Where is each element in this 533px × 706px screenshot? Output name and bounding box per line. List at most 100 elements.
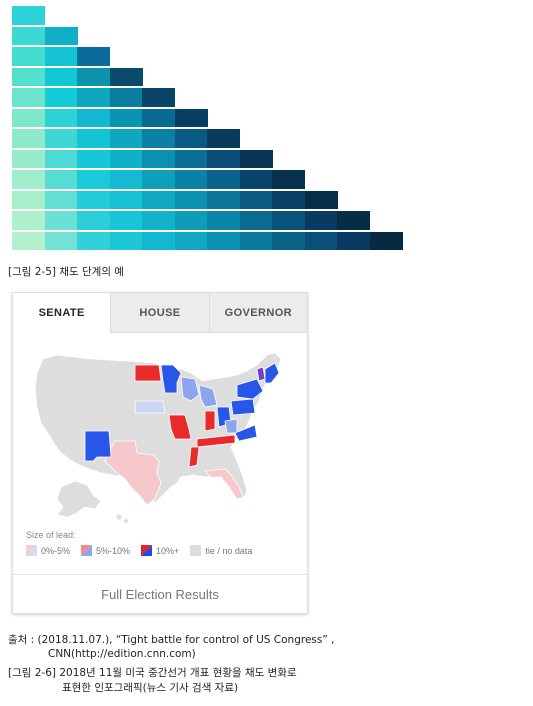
legend-swatch-0-5 <box>26 545 37 556</box>
state-north-dakota <box>134 364 162 382</box>
palette-swatch <box>174 231 208 250</box>
palette-swatch <box>337 211 370 230</box>
source-line-1: 출처 : (2018.11.07.), “Tight battle for co… <box>8 634 335 646</box>
state-new-england <box>264 362 280 384</box>
tab-house[interactable]: HOUSE <box>110 293 209 333</box>
palette-swatch <box>44 47 78 66</box>
palette-swatch <box>207 190 240 209</box>
figure-caption-2-6-line-1: [그림 2-6] 2018년 11월 미국 중간선거 개표 현황을 채도 변화로 <box>8 667 297 679</box>
palette-swatch <box>174 211 208 230</box>
palette-swatch <box>12 190 45 209</box>
palette-swatch <box>12 211 45 230</box>
legend-swatch-10-plus <box>141 545 153 556</box>
figure-caption-2-5: [그림 2-5] 채도 단계의 예 <box>8 266 124 278</box>
palette-swatch <box>272 211 305 230</box>
palette-swatch <box>77 211 110 230</box>
source-line-2: CNN(http://edition.cnn.com) <box>48 648 196 660</box>
palette-swatch <box>369 231 403 250</box>
palette-swatch <box>12 149 45 168</box>
palette-swatch <box>77 231 110 250</box>
palette-swatch <box>44 129 78 148</box>
election-results-card: SENATE HOUSE GOVERNOR <box>12 292 308 614</box>
palette-swatch <box>44 108 78 127</box>
palette-swatch <box>12 88 45 107</box>
palette-swatch <box>77 190 110 209</box>
state-minnesota <box>160 364 182 394</box>
palette-swatch <box>239 149 273 168</box>
palette-swatch <box>142 231 175 250</box>
us-senate-map[interactable] <box>31 349 293 527</box>
tab-senate[interactable]: SENATE <box>13 293 111 333</box>
state-missouri <box>168 414 192 440</box>
legend-title: Size of lead: <box>26 530 76 540</box>
state-nebraska <box>134 400 166 414</box>
palette-swatch <box>337 231 370 250</box>
palette-swatch <box>109 190 143 209</box>
palette-swatch <box>142 190 175 209</box>
tab-governor[interactable]: GOVERNOR <box>208 293 307 333</box>
legend-label-tie: tie / no data <box>205 545 253 556</box>
palette-swatch <box>142 129 175 148</box>
palette-swatch <box>142 211 175 230</box>
palette-swatch <box>304 211 338 230</box>
palette-swatch <box>12 129 45 148</box>
legend-swatch-tie <box>190 545 202 556</box>
palette-swatch <box>44 170 78 189</box>
state-virginia <box>234 424 258 442</box>
state-tennessee <box>196 434 236 448</box>
palette-swatch <box>174 190 208 209</box>
palette-swatch <box>239 231 273 250</box>
palette-swatch <box>142 170 175 189</box>
palette-swatch <box>12 26 45 45</box>
palette-swatch <box>44 67 78 86</box>
palette-swatch <box>272 231 305 250</box>
state-west-virginia <box>224 418 238 434</box>
palette-swatch <box>109 129 143 148</box>
palette-swatch <box>44 231 78 250</box>
palette-swatch <box>109 88 143 107</box>
full-election-results-link[interactable]: Full Election Results <box>101 586 219 602</box>
palette-swatch <box>207 170 240 189</box>
state-indiana <box>204 410 216 432</box>
palette-swatch <box>109 231 143 250</box>
palette-swatch <box>12 231 45 250</box>
legend-label-5-10: 5%-10% <box>96 545 131 556</box>
palette-swatch <box>207 211 240 230</box>
alaska-shape <box>56 480 102 518</box>
palette-swatch <box>12 47 45 66</box>
palette-swatch <box>44 149 78 168</box>
palette-swatch <box>44 26 78 45</box>
palette-swatch <box>77 47 110 66</box>
palette-swatch <box>207 149 240 168</box>
palette-swatch <box>142 88 175 107</box>
state-pennsylvania <box>230 398 256 416</box>
palette-swatch <box>142 149 175 168</box>
palette-swatch <box>207 231 240 250</box>
palette-swatch <box>272 170 305 189</box>
palette-swatch <box>109 170 143 189</box>
legend-item-0-5: 0%-5% <box>26 545 70 556</box>
palette-swatch <box>109 108 143 127</box>
palette-swatch <box>239 211 273 230</box>
state-wisconsin <box>180 376 200 402</box>
palette-swatch <box>12 67 45 86</box>
state-michigan <box>198 384 218 408</box>
state-new-mexico <box>84 430 112 462</box>
palette-swatch <box>77 108 110 127</box>
palette-swatch <box>77 170 110 189</box>
palette-swatch <box>12 6 45 25</box>
state-texas <box>104 440 162 506</box>
palette-swatch <box>77 88 110 107</box>
legend-label-10-plus: 10%+ <box>156 545 180 556</box>
palette-swatch <box>12 170 45 189</box>
result-tabs: SENATE HOUSE GOVERNOR <box>13 293 307 333</box>
palette-swatch <box>174 170 208 189</box>
palette-swatch <box>239 170 273 189</box>
palette-swatch <box>174 108 208 127</box>
palette-swatch <box>304 190 338 209</box>
legend-label-0-5: 0%-5% <box>41 545 71 556</box>
legend-item-5-10: 5%-10% <box>81 545 130 556</box>
hawaii-shape <box>115 513 123 521</box>
palette-swatch <box>77 129 110 148</box>
palette-swatch <box>109 149 143 168</box>
